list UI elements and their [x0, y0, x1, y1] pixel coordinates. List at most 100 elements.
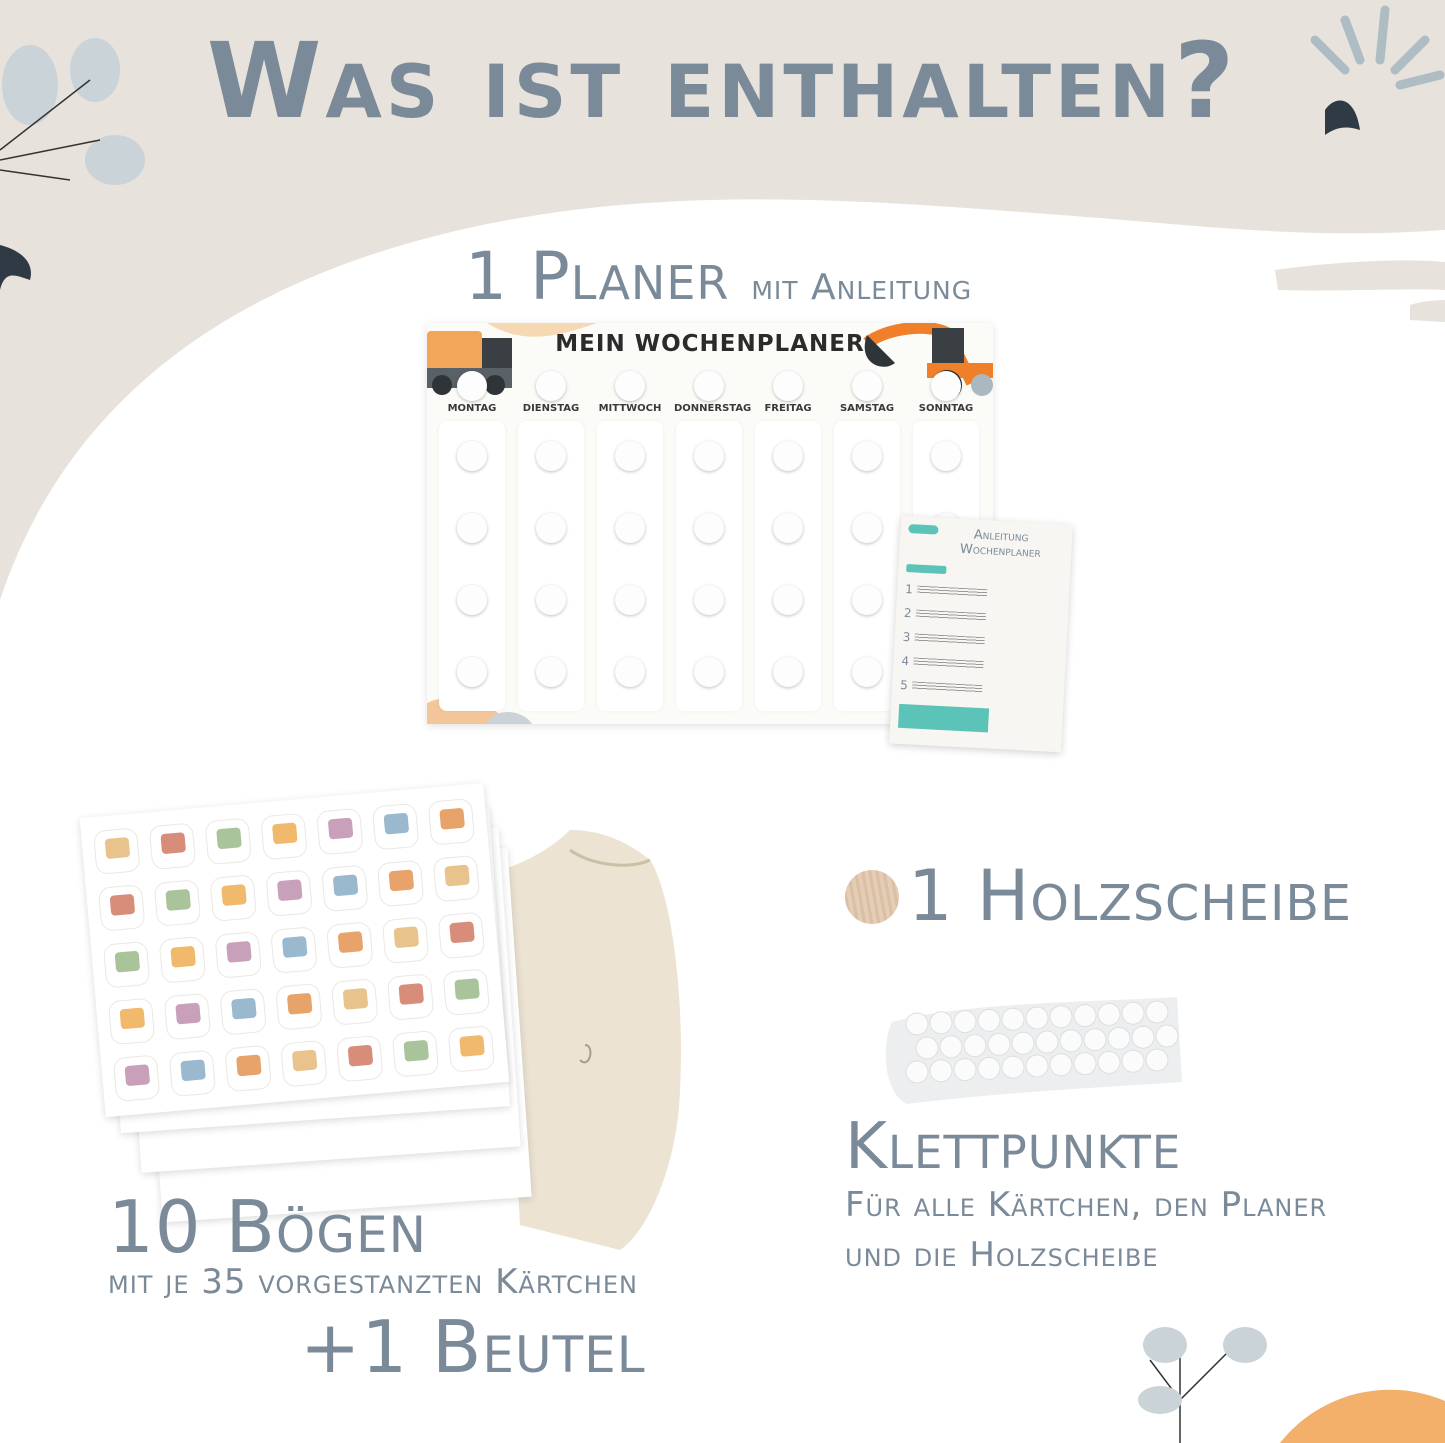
velcro-dot [773, 585, 803, 615]
velcro-dot [1011, 1031, 1035, 1055]
activity-illustration-icon [459, 1034, 485, 1057]
planner-title: MEIN WOCHENPLANER [555, 331, 865, 357]
velcro-dot [615, 441, 645, 471]
velcro-dot [987, 1032, 1011, 1056]
velcro-dot [915, 1036, 939, 1060]
activity-illustration-icon [342, 987, 369, 1010]
activity-card [209, 874, 258, 922]
boegen-subline: mit je 35 vorgestanzten Kärtchen [108, 1262, 638, 1302]
activity-illustration-icon [454, 978, 480, 1001]
card-step-text [916, 585, 987, 598]
velcro-dot [536, 657, 566, 687]
activity-illustration-icon [226, 940, 252, 963]
activity-illustration-icon [221, 884, 247, 907]
card-subheading [906, 564, 947, 575]
card-step: 1 [905, 582, 1062, 604]
klettpunkte-heading: Klettpunkte [845, 1110, 1182, 1184]
velcro-dot [1073, 1052, 1097, 1076]
velcro-dot [457, 513, 487, 543]
activity-card [371, 802, 420, 851]
activity-card [92, 827, 141, 875]
velcro-dot [457, 657, 487, 687]
activity-illustration-icon [160, 832, 187, 855]
planner-day-label: MITTWOCH [598, 403, 662, 414]
velcro-dot [1107, 1026, 1131, 1050]
activity-illustration-icon [114, 950, 141, 973]
velcro-dot [1001, 1055, 1025, 1079]
velcro-dot [1025, 1006, 1049, 1030]
card-step: 3 [902, 630, 1059, 652]
card-step-number: 3 [902, 629, 911, 645]
velcro-dot [1145, 1048, 1169, 1072]
velcro-dot [536, 441, 566, 471]
velcro-dot [953, 1058, 977, 1082]
card-step-number: 4 [901, 653, 910, 669]
activity-card [381, 916, 430, 965]
activity-card [102, 940, 151, 989]
activity-illustration-icon [109, 893, 136, 916]
velcro-dots-image [885, 997, 1182, 1104]
activity-card [270, 926, 318, 974]
card-step-number: 5 [899, 677, 909, 693]
activity-card [320, 864, 369, 913]
activity-illustration-icon [124, 1064, 151, 1087]
velcro-dot [852, 585, 882, 615]
velcro-dot [953, 1010, 977, 1034]
klettpunkte-subline-1: Für alle Kärtchen, den Planer [845, 1185, 1328, 1225]
instruction-card: Anleitung Wochenplaner 1 2 3 4 5 [889, 515, 1073, 753]
orange-circle-decoration [1280, 1389, 1445, 1443]
velcro-dot [905, 1012, 929, 1036]
activity-card [376, 859, 425, 908]
sun-decoration-icon [1310, 5, 1445, 135]
activity-illustration-icon [403, 1039, 430, 1062]
activity-card [214, 931, 263, 979]
card-badge [908, 524, 939, 535]
wooden-disc-image [845, 870, 899, 924]
activity-card [325, 921, 374, 969]
velcro-dot [536, 513, 566, 543]
activity-illustration-icon [175, 1002, 201, 1025]
planner-day-label: MONTAG [447, 403, 497, 414]
card-step-text [911, 681, 982, 694]
activity-card [335, 1034, 384, 1083]
activity-illustration-icon [231, 997, 257, 1020]
plant-decoration-icon [1138, 1327, 1267, 1443]
velcro-dot [1083, 1028, 1107, 1052]
velcro-dot [457, 441, 487, 471]
planner-day-label: SONNTAG [918, 403, 974, 414]
velcro-dot [1049, 1053, 1073, 1077]
activity-card [265, 869, 313, 918]
activity-illustration-icon [332, 874, 359, 897]
planner-heading: 1 Planer mit Anleitung [465, 238, 972, 315]
page-title: Was ist enthalten? [206, 20, 1239, 142]
activity-illustration-icon [393, 926, 420, 949]
activity-illustration-icon [271, 822, 298, 845]
activity-illustration-icon [165, 888, 192, 911]
klettpunkte-subline-2: und die Holzscheibe [845, 1235, 1159, 1275]
velcro-dot [1131, 1025, 1155, 1049]
velcro-dot [852, 371, 882, 401]
card-step-text [912, 657, 984, 670]
activity-card [158, 935, 207, 984]
velcro-dot [536, 371, 566, 401]
velcro-dot [694, 585, 724, 615]
velcro-dot [1121, 1049, 1145, 1073]
velcro-dot [1145, 1000, 1169, 1024]
velcro-dot [1155, 1024, 1179, 1048]
velcro-dot [852, 657, 882, 687]
activity-illustration-icon [216, 827, 242, 850]
velcro-dot [852, 441, 882, 471]
velcro-dot [1097, 1050, 1121, 1074]
holzscheibe-heading: 1 Holzscheibe [908, 855, 1353, 937]
activity-illustration-icon [119, 1007, 146, 1030]
velcro-dot [931, 441, 961, 471]
activity-illustration-icon [383, 812, 410, 835]
activity-card [275, 982, 323, 1031]
velcro-dot [929, 1011, 953, 1035]
activity-card [316, 807, 364, 856]
velcro-dot [694, 371, 724, 401]
velcro-dot [536, 585, 566, 615]
activity-illustration-icon [444, 864, 470, 887]
activity-illustration-icon [439, 807, 465, 830]
planner-day-label: DIENSTAG [522, 403, 580, 414]
